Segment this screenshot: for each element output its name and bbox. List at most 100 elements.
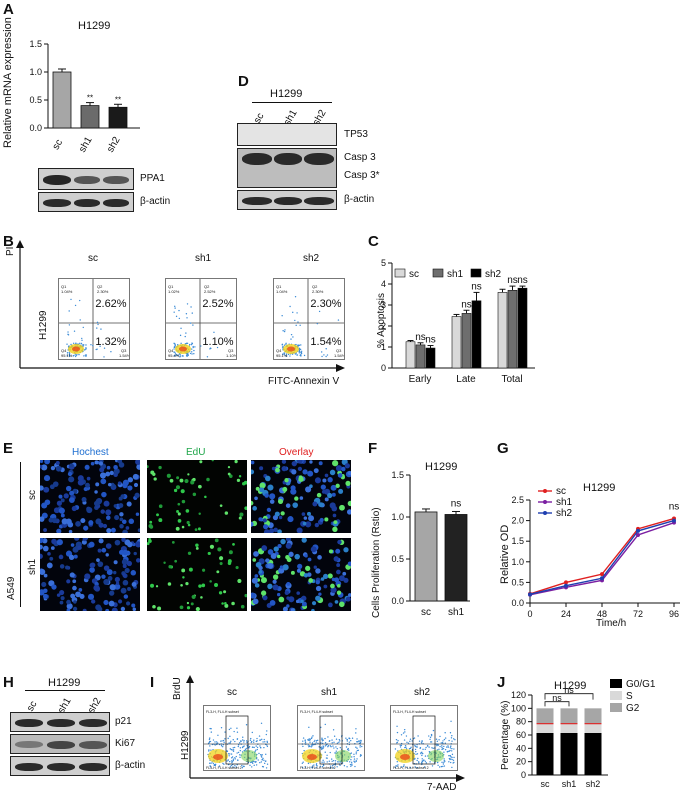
- flow-dot: [307, 739, 310, 741]
- flow-dot: [318, 310, 321, 313]
- cell-nucleus: [60, 513, 65, 518]
- flow-dot: [353, 760, 355, 762]
- cell-nucleus: [244, 506, 247, 511]
- c-sig: ns: [517, 275, 528, 286]
- flow-dot: [436, 761, 439, 764]
- cell-nucleus: [73, 554, 78, 559]
- f-sig: ns: [451, 498, 462, 509]
- flow-dot: [228, 742, 230, 744]
- flow-dot: [230, 727, 232, 729]
- cell-nucleus: [324, 517, 329, 522]
- cell-nucleus: [331, 492, 336, 497]
- flow-dot: [240, 740, 242, 742]
- flow-dot: [256, 746, 259, 749]
- q2-percent: 2.62%: [95, 298, 126, 310]
- flow-dot: [423, 759, 425, 761]
- cell-nucleus: [166, 473, 171, 478]
- cell-nucleus: [323, 584, 328, 589]
- cell-nucleus: [291, 460, 298, 467]
- cell-nucleus: [187, 523, 191, 527]
- q2-percent: 2.30%: [310, 298, 341, 310]
- flow-dot: [423, 766, 426, 768]
- flow-dot: [224, 731, 226, 733]
- cell-nucleus: [87, 593, 95, 600]
- cell-nucleus: [66, 608, 71, 611]
- flow-dot: [249, 739, 252, 741]
- cell-nucleus: [94, 460, 99, 465]
- j-legend-swatch-G2: [610, 703, 622, 712]
- flow-dot: [289, 355, 291, 357]
- flow-dot: [355, 728, 357, 730]
- flow-dot: [85, 355, 87, 357]
- cell-nucleus: [40, 538, 44, 544]
- flow-dot: [449, 761, 452, 764]
- cell-nucleus: [120, 606, 126, 611]
- cell-nucleus: [90, 461, 95, 466]
- flow-dot: [72, 355, 75, 357]
- cell-nucleus: [131, 581, 137, 587]
- flow-dot: [264, 760, 267, 762]
- flow-dot: [396, 731, 399, 734]
- cell-nucleus: [191, 594, 196, 600]
- flow-dot: [304, 766, 307, 768]
- flow-dot: [405, 746, 407, 748]
- flow-dot: [92, 344, 94, 347]
- cell-nucleus: [179, 478, 184, 483]
- density-g2: [335, 750, 351, 762]
- g-point-sc: [600, 572, 604, 577]
- flow-dot: [220, 740, 222, 742]
- flow-dot: [409, 740, 411, 743]
- blot-p21: [10, 712, 110, 732]
- flow-dot: [179, 356, 181, 358]
- flow-dot: [443, 738, 446, 741]
- flow-dot: [255, 760, 257, 763]
- panel-letter-d: D: [238, 73, 249, 90]
- cell-nucleus: [228, 474, 233, 478]
- q-tr-name: Q2: [97, 284, 103, 289]
- cell-nucleus: [345, 480, 351, 486]
- flow-dot: [351, 763, 353, 765]
- panel-f-title: H1299: [425, 461, 458, 473]
- micrograph-cells: [147, 538, 247, 611]
- flow-dot: [74, 304, 77, 307]
- cell-nucleus: [312, 501, 318, 507]
- panel-j-ylabel: Percentage (%): [500, 700, 511, 770]
- cell-nucleus: [147, 465, 149, 469]
- j-xtick-label: sh1: [562, 779, 577, 789]
- cell-nucleus: [198, 512, 201, 515]
- flow-dot: [214, 741, 216, 743]
- cell-nucleus: [334, 577, 340, 583]
- flow-dot: [316, 739, 318, 742]
- cell-nucleus: [258, 570, 263, 574]
- cell-nucleus: [118, 503, 124, 508]
- flow-dot: [295, 343, 297, 346]
- cell-nucleus: [209, 544, 215, 549]
- g-point-sc: [564, 580, 568, 585]
- cell-nucleus: [304, 554, 308, 558]
- cell-nucleus: [259, 482, 266, 489]
- flow-dot: [429, 736, 432, 739]
- flow-dot: [360, 740, 362, 742]
- cell-nucleus: [288, 596, 295, 603]
- cell-nucleus: [135, 460, 140, 465]
- cell-nucleus: [49, 556, 54, 561]
- cell-nucleus: [50, 546, 55, 550]
- q-br-val: 1.54%: [119, 353, 130, 358]
- flow-dot: [84, 349, 86, 351]
- flow-dot: [244, 748, 247, 750]
- cell-nucleus: [273, 546, 279, 552]
- flow-dot: [237, 745, 239, 748]
- flow-dot: [234, 740, 236, 743]
- j-seg-sc-S: [536, 723, 554, 733]
- flow-dot: [214, 764, 216, 767]
- cell-nucleus: [338, 488, 344, 494]
- blot-label-actin-a: β-actin: [140, 196, 171, 207]
- g-point-sh2: [672, 518, 676, 523]
- cell-nucleus: [206, 477, 210, 482]
- cell-nucleus: [198, 484, 202, 489]
- flow-dot: [308, 745, 311, 747]
- cell-nucleus: [258, 565, 263, 571]
- flow-dot: [444, 737, 447, 739]
- cell-nucleus: [135, 558, 140, 563]
